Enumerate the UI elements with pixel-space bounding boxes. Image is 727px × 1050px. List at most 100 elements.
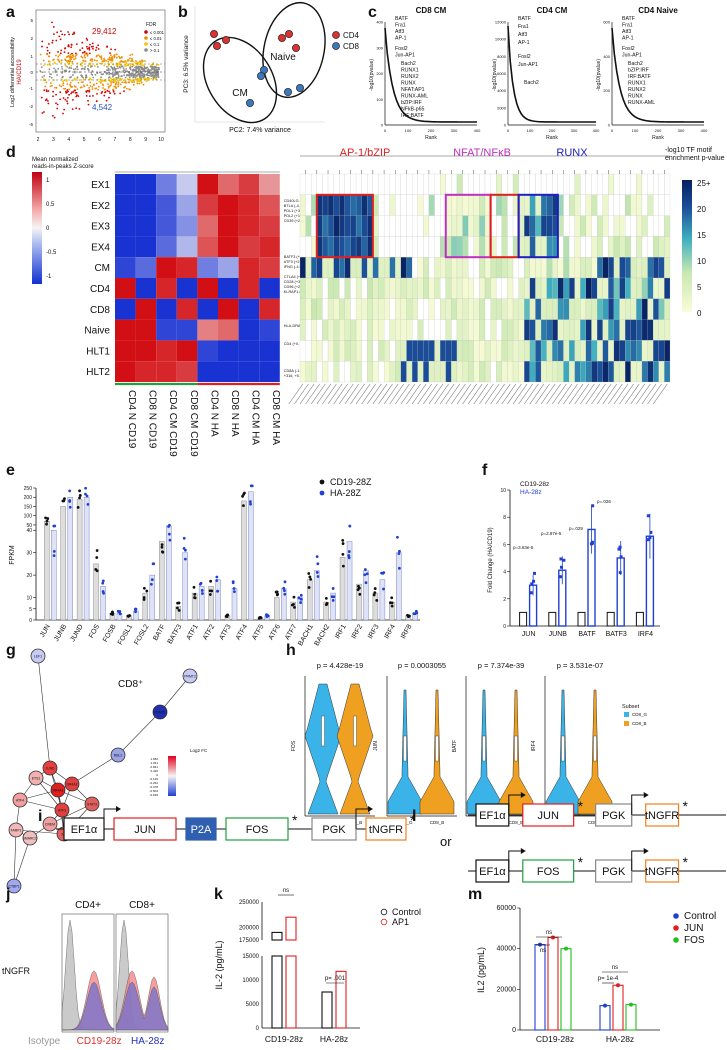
ma-point <box>118 65 121 68</box>
heatmap-cell <box>176 194 198 216</box>
motif-heatmap-cell <box>311 298 317 320</box>
motif-heatmap-cell <box>473 361 480 383</box>
motif-name-label <box>411 383 427 405</box>
motif-name-label <box>378 383 393 405</box>
fpkm-dot-ha <box>151 562 155 566</box>
ma-point <box>52 90 54 93</box>
heatmap-cell <box>238 236 260 258</box>
heatmap-cell <box>197 340 218 362</box>
ma-point <box>65 70 68 73</box>
ma-point <box>107 60 110 63</box>
fc-dot-ha <box>559 565 563 569</box>
ma-point <box>45 89 48 91</box>
ma-point <box>59 30 62 33</box>
motif-heatmap-cell <box>496 340 502 362</box>
fpkm-dot-ha <box>265 615 269 619</box>
ma-point <box>108 96 110 99</box>
motif-heatmap-cell <box>574 298 581 320</box>
motif-heatmap-cell <box>417 319 424 341</box>
motif-heatmap-cell <box>630 298 637 320</box>
motif-heatmap-cell <box>585 173 592 195</box>
ma-point <box>68 33 71 36</box>
ma-point <box>150 77 153 80</box>
network-node <box>42 816 58 832</box>
motif-name-label <box>596 383 612 405</box>
motif-heatmap-cell <box>535 277 542 299</box>
motif-heatmap-cell <box>479 340 486 362</box>
ma-point <box>67 52 70 55</box>
heatmap-row-label: CD4 <box>90 284 110 295</box>
fpkm-gene-label: BACH1 <box>297 623 315 647</box>
motif-name-label <box>580 383 595 405</box>
motif-heatmap-cell <box>305 319 312 341</box>
rank-xtick: 300 <box>451 128 458 133</box>
motif-heatmap-cell <box>647 215 654 237</box>
fpkm-dot-ha <box>282 586 286 590</box>
rank-tf-label: AP-1 <box>518 40 530 46</box>
ma-point <box>124 85 127 88</box>
ma-point <box>107 58 110 61</box>
ma-point <box>115 87 117 90</box>
motif-heatmap-cell <box>512 319 519 341</box>
motif-heatmap-cell <box>608 340 615 362</box>
ma-legend-label: > 0.1 <box>150 48 160 53</box>
fpkm-dot-ha <box>382 587 385 591</box>
il2m-bar-fos <box>560 948 572 1031</box>
ma-point <box>70 64 73 67</box>
fpkm-dot-cd19 <box>356 588 360 592</box>
ma-point <box>92 83 95 86</box>
ma-point <box>134 69 136 71</box>
ma-point <box>145 80 148 83</box>
fpkm-dot-ha <box>283 580 287 584</box>
fc-bar-cd19 <box>519 611 528 627</box>
ma-point <box>68 55 70 58</box>
ma-point <box>139 66 142 69</box>
motif-colorbar-tick: 15 <box>697 231 706 240</box>
il2m-ytick: 40000 <box>497 946 517 953</box>
motif-heatmap-cell <box>434 173 441 195</box>
ma-point <box>60 59 63 62</box>
pca-point <box>221 36 230 45</box>
rank-tf-label: AP-1 <box>622 36 634 42</box>
ma-point <box>74 57 77 60</box>
motif-heatmap-cell <box>333 173 340 195</box>
ma-point <box>138 82 141 85</box>
motif-heatmap-cell <box>339 215 345 237</box>
motif-heatmap-cell <box>299 277 306 299</box>
fc-dot-ha <box>532 579 536 583</box>
ma-point <box>112 73 115 76</box>
fpkm-dot-cd19 <box>109 612 113 616</box>
motif-heatmap-cell <box>574 340 581 362</box>
motif-heatmap-cell <box>625 236 631 258</box>
motif-heatmap-cell <box>580 340 587 362</box>
motif-name-label <box>602 383 617 405</box>
network-legend-tick: 0.841 <box>150 765 158 769</box>
il2-group-label: HA-28z <box>320 1034 348 1044</box>
motif-heatmap-cell <box>647 173 654 195</box>
motif-heatmap-cell <box>383 340 390 362</box>
heatmap-col-label: CD8 CM CD19 <box>188 390 199 457</box>
il2-pvalue: p= .001 <box>325 976 346 982</box>
ma-point <box>153 71 156 73</box>
il2-bar-control <box>271 931 283 941</box>
ma-point <box>85 45 88 48</box>
network-edge <box>49 803 93 825</box>
ma-point <box>150 67 153 70</box>
ma-point <box>70 67 73 70</box>
rank-xtick: 100 <box>527 128 534 133</box>
rank-ytick: 8000 <box>497 54 507 59</box>
motif-heatmap-cell <box>653 257 659 279</box>
motif-heatmap-cell <box>389 361 396 383</box>
construct-l1-part-box <box>522 803 575 827</box>
flow-header: CD4+ <box>75 900 101 911</box>
ma-point <box>46 46 49 49</box>
rank-xtick: 200 <box>655 128 662 133</box>
fpkm-dot-ha <box>215 579 219 582</box>
fpkm-dot-cd19 <box>390 596 394 600</box>
construct-l1-promoter-arrow <box>508 794 521 815</box>
ma-point <box>81 41 84 44</box>
motif-heatmap-cell <box>507 361 514 383</box>
motif-heatmap-cell <box>613 236 620 258</box>
ma-point <box>41 71 44 74</box>
motif-heatmap-cell <box>305 215 312 237</box>
